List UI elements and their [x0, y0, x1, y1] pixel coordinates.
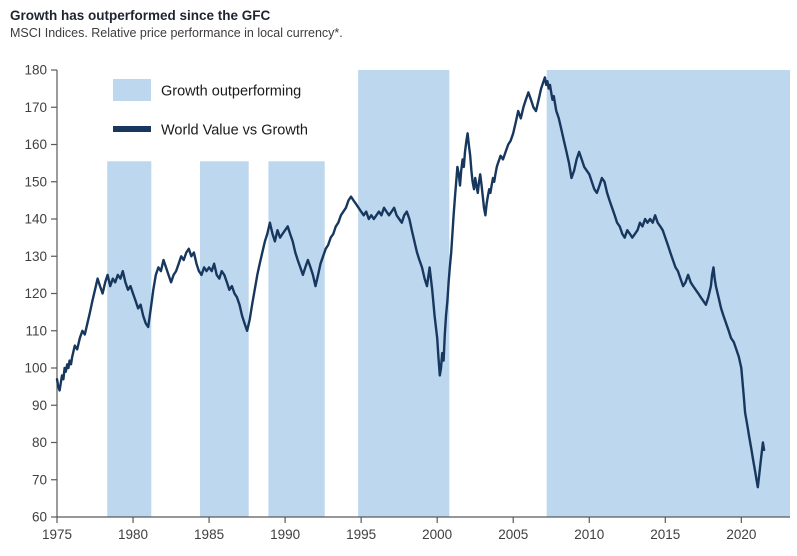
- y-axis-tick-label: 130: [24, 249, 47, 264]
- chart-title: Growth has outperformed since the GFC: [10, 8, 271, 23]
- legend-item: World Value vs Growth: [113, 123, 308, 139]
- x-axis-tick-label: 2015: [650, 527, 680, 542]
- growth-outperforming-band: [200, 161, 249, 518]
- y-axis-tick-label: 180: [24, 63, 47, 78]
- growth-outperforming-band: [107, 161, 152, 518]
- y-axis-tick-label: 70: [32, 472, 47, 487]
- y-axis-tick-label: 60: [32, 510, 47, 525]
- y-axis-tick-label: 100: [24, 361, 47, 376]
- y-axis-tick-label: 160: [24, 137, 47, 152]
- x-axis-tick-label: 2020: [726, 527, 756, 542]
- chart-header: Growth has outperformed since the GFC MS…: [10, 6, 343, 42]
- growth-outperforming-band: [546, 70, 790, 517]
- x-axis-tick-label: 1990: [270, 527, 300, 542]
- x-axis-tick-label: 1975: [42, 527, 72, 542]
- y-axis-tick-label: 80: [32, 435, 47, 450]
- x-axis-tick-label: 1980: [118, 527, 148, 542]
- y-axis-tick-label: 150: [24, 174, 47, 189]
- x-axis-tick-label: 1985: [194, 527, 224, 542]
- legend-label: Growth outperforming: [161, 84, 301, 100]
- growth-outperforming-band: [268, 161, 325, 518]
- legend-swatch-line: [113, 126, 151, 132]
- legend-swatch-area: [113, 79, 151, 101]
- legend-item: Growth outperforming: [113, 79, 301, 101]
- x-axis-tick-label: 2000: [422, 527, 452, 542]
- x-axis-tick-label: 1995: [346, 527, 376, 542]
- y-axis-tick-label: 170: [24, 100, 47, 115]
- chart-subtitle: MSCI Indices. Relative price performance…: [10, 26, 343, 40]
- x-axis-tick-label: 2005: [498, 527, 528, 542]
- y-axis-tick-label: 90: [32, 398, 47, 413]
- growth-outperforming-band: [358, 70, 450, 517]
- legend-label: World Value vs Growth: [161, 123, 308, 139]
- series-line-world-value-vs-growth: [55, 76, 766, 489]
- x-axis-tick-label: 2010: [574, 527, 604, 542]
- y-axis-tick-label: 140: [24, 212, 47, 227]
- y-axis-tick-label: 110: [25, 323, 47, 338]
- y-axis-tick-label: 120: [24, 286, 47, 301]
